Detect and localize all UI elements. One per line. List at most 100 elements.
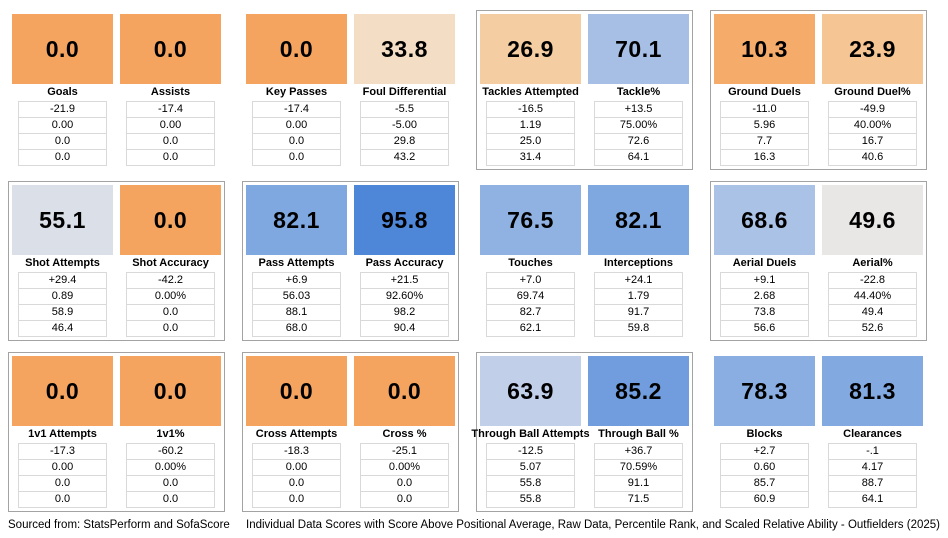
score-above-average-value: -25.1 [360,443,449,460]
stat-group: 0.0 Goals -21.9 0.00 0.0 0.0 0.0 Assists… [8,10,225,170]
score-value: 82.1 [273,206,320,233]
score-box: 82.1 [246,185,347,255]
score-box: 82.1 [588,185,689,255]
score-value: 0.0 [153,35,188,62]
stat-values-table: +21.5 92.60% 98.2 90.4 [354,272,455,337]
stat-values-table: +2.7 0.60 85.7 60.9 [714,443,815,508]
score-above-average-value: +9.1 [720,272,809,289]
raw-data-value: 5.07 [486,459,575,476]
raw-data-value: 5.96 [720,117,809,134]
score-box: 81.3 [822,356,923,426]
score-value: 0.0 [153,206,188,233]
raw-data-value: 0.00% [360,459,449,476]
raw-data-value: 92.60% [360,288,449,305]
stat-group: 0.0 1v1 Attempts -17.3 0.00 0.0 0.0 0.0 … [8,352,225,512]
raw-data-value: 1.79 [594,288,683,305]
stat-group: 0.0 Cross Attempts -18.3 0.00 0.0 0.0 0.… [242,352,459,512]
stat-label: Shot Attempts [25,257,100,269]
stat-card: 49.6 Aerial% -22.8 44.40% 49.4 52.6 [822,185,923,337]
stat-card: 0.0 Assists -17.4 0.00 0.0 0.0 [120,14,221,166]
stat-values-table: -17.4 0.00 0.0 0.0 [120,101,221,166]
stat-label: Tackles Attempted [482,86,579,98]
stat-label: Foul Differential [362,86,447,98]
percentile-rank-value: 0.0 [126,475,215,492]
stat-card: 70.1 Tackle% +13.5 75.00% 72.6 64.1 [588,14,689,166]
score-above-average-value: -.1 [828,443,917,460]
stat-label: Touches [508,257,553,269]
score-value: 76.5 [507,206,554,233]
stat-values-table: -17.3 0.00 0.0 0.0 [12,443,113,508]
stat-label: Assists [150,86,191,98]
score-above-average-value: -21.9 [18,101,107,118]
score-above-average-value: -42.2 [126,272,215,289]
score-above-average-value: +24.1 [594,272,683,289]
score-value: 0.0 [45,377,80,404]
stat-label: 1v1% [156,428,185,440]
score-value: 33.8 [381,35,428,62]
percentile-rank-value: 91.1 [594,475,683,492]
score-box: 70.1 [588,14,689,84]
stat-card: 26.9 Tackles Attempted -16.5 1.19 25.0 3… [480,14,581,166]
scaled-ability-value: 40.6 [828,149,917,166]
stat-group: 26.9 Tackles Attempted -16.5 1.19 25.0 3… [476,10,693,170]
score-above-average-value: -18.3 [252,443,341,460]
raw-data-value: -5.00 [360,117,449,134]
score-above-average-value: -17.4 [252,101,341,118]
stat-label: Aerial% [852,257,893,269]
raw-data-value: 40.00% [828,117,917,134]
stat-card: 63.9 Through Ball Attempts -12.5 5.07 55… [471,356,590,508]
stat-card: 0.0 Goals -21.9 0.00 0.0 0.0 [12,14,113,166]
score-box: 0.0 [12,356,113,426]
score-box: 85.2 [588,356,689,426]
scaled-ability-value: 55.8 [486,491,575,508]
score-above-average-value: +6.9 [252,272,341,289]
stat-values-table: +7.0 69.74 82.7 62.1 [480,272,581,337]
score-above-average-value: -11.0 [720,101,809,118]
score-value: 0.0 [279,35,314,62]
score-value: 63.9 [507,377,554,404]
raw-data-value: 0.60 [720,459,809,476]
score-above-average-value: +21.5 [360,272,449,289]
scaled-ability-value: 43.2 [360,149,449,166]
score-box: 0.0 [246,14,347,84]
stat-card: 0.0 1v1% -60.2 0.00% 0.0 0.0 [120,356,221,508]
stat-group: 82.1 Pass Attempts +6.9 56.03 88.1 68.0 … [242,181,459,341]
score-box: 23.9 [822,14,923,84]
percentile-rank-value: 85.7 [720,475,809,492]
stat-values-table: +24.1 1.79 91.7 59.8 [588,272,689,337]
raw-data-value: 0.00 [126,117,215,134]
stat-card: 95.8 Pass Accuracy +21.5 92.60% 98.2 90.… [354,185,455,337]
percentile-rank-value: 29.8 [360,133,449,150]
score-box: 0.0 [120,185,221,255]
stat-label: Shot Accuracy [132,257,209,269]
scaled-ability-value: 0.0 [126,320,215,337]
scaled-ability-value: 0.0 [252,491,341,508]
score-value: 10.3 [741,35,788,62]
stat-card: 76.5 Touches +7.0 69.74 82.7 62.1 [480,185,581,337]
stat-label: Aerial Duels [732,257,797,269]
source-credit: Sourced from: StatsPerform and SofaScore [8,519,230,531]
stat-values-table: -18.3 0.00 0.0 0.0 [246,443,347,508]
score-above-average-value: -16.5 [486,101,575,118]
score-box: 95.8 [354,185,455,255]
stat-label: Cross Attempts [255,428,338,440]
percentile-rank-value: 58.9 [18,304,107,321]
scaled-ability-value: 68.0 [252,320,341,337]
score-value: 78.3 [741,377,788,404]
figure-caption: Individual Data Scores with Score Above … [246,519,940,531]
score-box: 0.0 [12,14,113,84]
score-value: 81.3 [849,377,896,404]
score-above-average-value: +29.4 [18,272,107,289]
scaled-ability-value: 16.3 [720,149,809,166]
stat-card: 0.0 Cross % -25.1 0.00% 0.0 0.0 [354,356,455,508]
stat-card: 78.3 Blocks +2.7 0.60 85.7 60.9 [714,356,815,508]
stat-card: 68.6 Aerial Duels +9.1 2.68 73.8 56.6 [714,185,815,337]
stat-label: Pass Accuracy [365,257,444,269]
percentile-rank-value: 0.0 [126,133,215,150]
score-box: 0.0 [120,14,221,84]
score-above-average-value: -5.5 [360,101,449,118]
score-value: 95.8 [381,206,428,233]
scaled-ability-value: 52.6 [828,320,917,337]
scaled-ability-value: 64.1 [594,149,683,166]
raw-data-value: 75.00% [594,117,683,134]
